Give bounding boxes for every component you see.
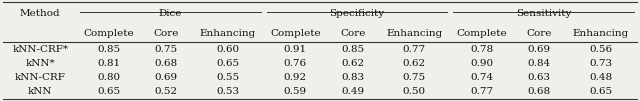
Text: Complete: Complete (456, 29, 507, 38)
Text: 0.55: 0.55 (216, 73, 239, 82)
Text: kNN*: kNN* (26, 59, 55, 68)
Text: Enhancing: Enhancing (573, 29, 629, 38)
Text: 0.69: 0.69 (154, 73, 178, 82)
Text: 0.53: 0.53 (216, 87, 239, 96)
Text: 0.80: 0.80 (97, 73, 120, 82)
Text: 0.75: 0.75 (403, 73, 426, 82)
Text: 0.77: 0.77 (470, 87, 493, 96)
Text: Complete: Complete (270, 29, 321, 38)
Text: kNN: kNN (28, 87, 52, 96)
Text: 0.65: 0.65 (589, 87, 612, 96)
Text: 0.49: 0.49 (341, 87, 364, 96)
Text: 0.68: 0.68 (154, 59, 178, 68)
Text: 0.75: 0.75 (154, 45, 178, 54)
Text: Specificity: Specificity (330, 9, 385, 18)
Text: 0.65: 0.65 (97, 87, 120, 96)
Text: Dice: Dice (159, 9, 182, 18)
Text: 0.85: 0.85 (97, 45, 120, 54)
Text: Complete: Complete (83, 29, 134, 38)
Text: Enhancing: Enhancing (200, 29, 256, 38)
Text: 0.50: 0.50 (403, 87, 426, 96)
Text: Core: Core (340, 29, 365, 38)
Text: Core: Core (154, 29, 179, 38)
Text: 0.59: 0.59 (284, 87, 307, 96)
Text: Method: Method (20, 9, 61, 18)
Text: 0.76: 0.76 (284, 59, 307, 68)
Text: 0.65: 0.65 (216, 59, 239, 68)
Text: Sensitivity: Sensitivity (516, 9, 572, 18)
Text: kNN-CRF: kNN-CRF (15, 73, 66, 82)
Text: 0.90: 0.90 (470, 59, 493, 68)
Text: Enhancing: Enhancing (386, 29, 442, 38)
Text: 0.69: 0.69 (527, 45, 550, 54)
Text: 0.73: 0.73 (589, 59, 612, 68)
Text: 0.92: 0.92 (284, 73, 307, 82)
Text: 0.52: 0.52 (154, 87, 178, 96)
Text: 0.84: 0.84 (527, 59, 550, 68)
Text: 0.60: 0.60 (216, 45, 239, 54)
Text: 0.68: 0.68 (527, 87, 550, 96)
Text: 0.74: 0.74 (470, 73, 493, 82)
Text: kNN-CRF*: kNN-CRF* (12, 45, 68, 54)
Text: 0.85: 0.85 (341, 45, 364, 54)
Text: 0.56: 0.56 (589, 45, 612, 54)
Text: 0.48: 0.48 (589, 73, 612, 82)
Text: 0.81: 0.81 (97, 59, 120, 68)
Text: 0.62: 0.62 (403, 59, 426, 68)
Text: 0.77: 0.77 (403, 45, 426, 54)
Text: 0.91: 0.91 (284, 45, 307, 54)
Text: 0.63: 0.63 (527, 73, 550, 82)
Text: 0.78: 0.78 (470, 45, 493, 54)
Text: Core: Core (526, 29, 552, 38)
Text: 0.83: 0.83 (341, 73, 364, 82)
Text: 0.62: 0.62 (341, 59, 364, 68)
